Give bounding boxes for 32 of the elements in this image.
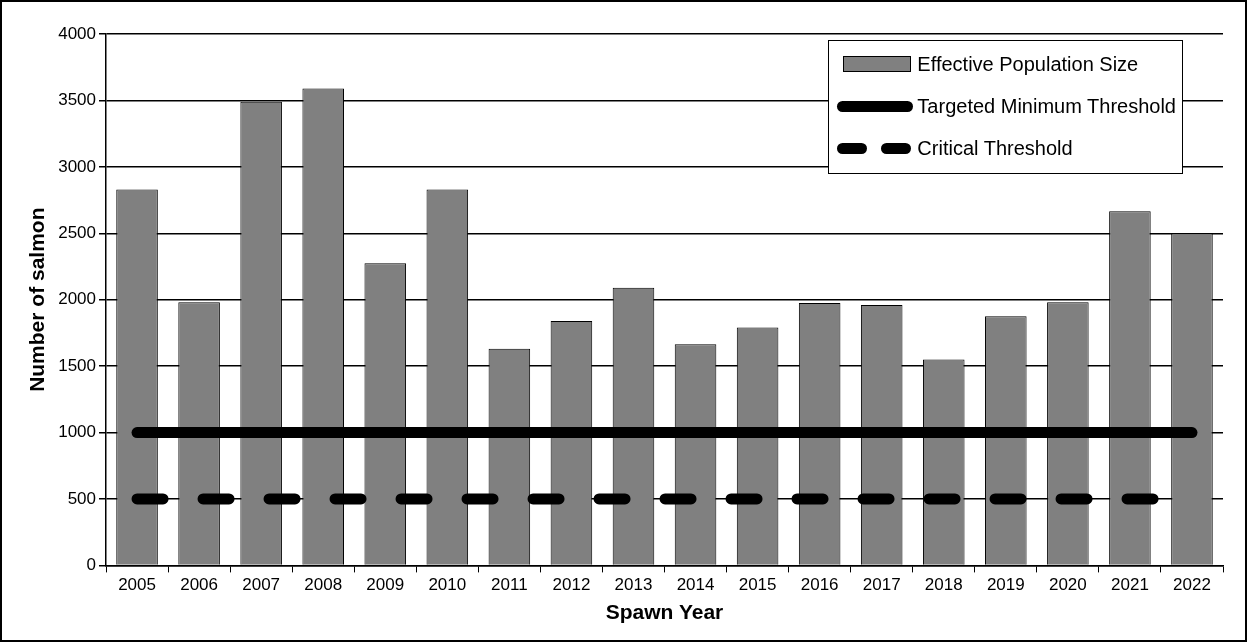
x-tick-label: 2019 xyxy=(986,575,1025,595)
x-tick-label: 2016 xyxy=(800,575,839,595)
y-tick-label: 2500 xyxy=(58,222,97,242)
x-tick-label: 2012 xyxy=(552,575,591,595)
x-axis-title: Spawn Year xyxy=(605,600,724,624)
x-tick-label: 2009 xyxy=(366,575,405,595)
y-tick-label: 500 xyxy=(67,488,97,508)
x-tick-label: 2006 xyxy=(180,575,219,595)
y-axis-title: Number of salmon xyxy=(25,207,49,392)
legend-label: Effective Population Size xyxy=(917,52,1139,76)
x-tick-label: 2018 xyxy=(924,575,963,595)
x-tick-label: 2008 xyxy=(304,575,343,595)
y-tick-label: 1500 xyxy=(58,355,97,375)
x-tick-label: 2022 xyxy=(1173,575,1211,595)
y-tick-label: 3000 xyxy=(58,156,97,176)
x-tick-label: 2017 xyxy=(862,575,901,595)
x-tick-label: 2011 xyxy=(491,575,528,595)
legend-label: Critical Threshold xyxy=(917,136,1073,160)
x-tick-label: 2010 xyxy=(428,575,467,595)
y-tick-label: 3500 xyxy=(58,90,97,110)
y-tick-label: 1000 xyxy=(58,422,97,442)
x-tick-label: 2021 xyxy=(1111,575,1149,595)
legend-label: Targeted Minimum Threshold xyxy=(917,94,1176,118)
y-tick-label: 2000 xyxy=(58,289,97,309)
x-tick-label: 2005 xyxy=(118,575,156,595)
x-tick-label: 2007 xyxy=(242,575,281,595)
x-tick-label: 2013 xyxy=(614,575,653,595)
x-tick-label: 2020 xyxy=(1048,575,1087,595)
x-tick-label: 2015 xyxy=(738,575,777,595)
y-tick-label: 0 xyxy=(86,555,97,575)
y-tick-label: 4000 xyxy=(58,23,97,43)
x-tick-label: 2014 xyxy=(676,575,715,595)
